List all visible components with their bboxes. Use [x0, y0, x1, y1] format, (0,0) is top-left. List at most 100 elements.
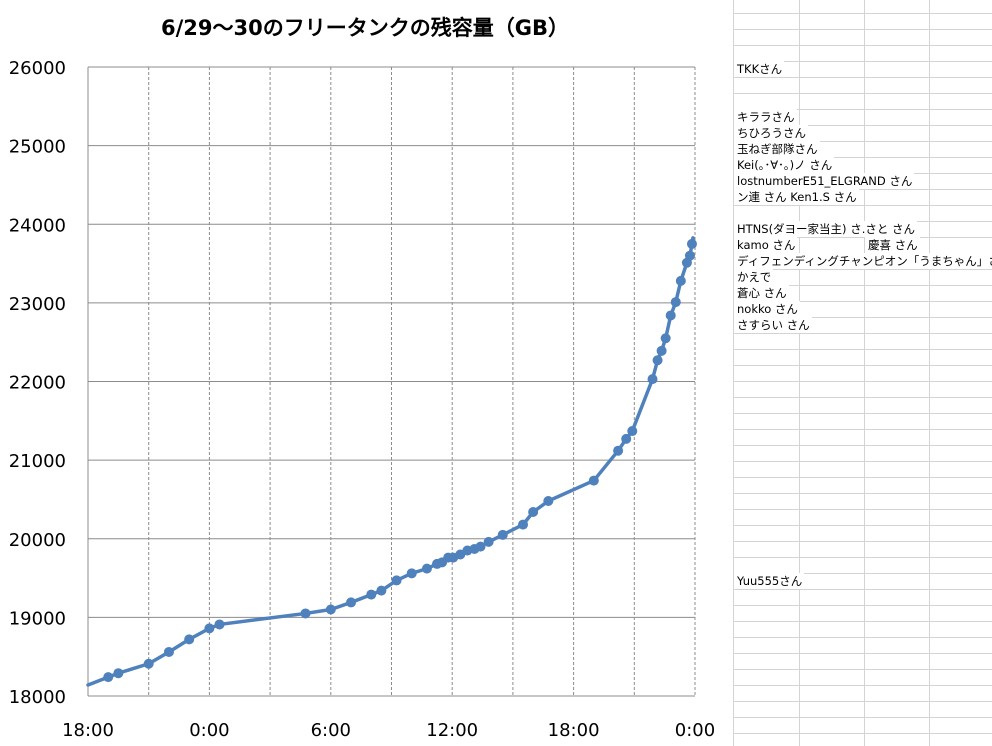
- data-point: [627, 426, 638, 437]
- row-divider: [734, 301, 992, 302]
- row-divider: [734, 541, 992, 542]
- y-tick-label: 19000: [9, 608, 66, 629]
- y-tick-label: 26000: [9, 58, 66, 79]
- data-point: [670, 297, 681, 308]
- data-point: [660, 333, 671, 344]
- column-divider: [864, 0, 865, 746]
- sheet-cell[interactable]: Yuu555さん: [734, 573, 805, 589]
- sheet-cell[interactable]: 慶喜 さん: [865, 237, 920, 253]
- data-point: [214, 619, 225, 630]
- row-divider: [734, 77, 992, 78]
- row-divider: [734, 317, 992, 318]
- sheet-cell[interactable]: kamo さん: [734, 237, 798, 253]
- data-point: [103, 672, 114, 683]
- data-point: [528, 507, 539, 518]
- data-point: [621, 433, 632, 444]
- row-divider: [734, 413, 992, 414]
- data-point: [391, 575, 402, 586]
- sheet-cell[interactable]: キララさん: [734, 109, 797, 125]
- row-divider: [734, 461, 992, 462]
- x-tick-label: 18:00: [548, 720, 600, 741]
- data-point: [184, 634, 195, 645]
- x-tick-label: 0:00: [189, 720, 229, 741]
- y-tick-label: 21000: [9, 451, 66, 472]
- row-divider: [734, 269, 992, 270]
- sheet-cell[interactable]: nokko さん: [734, 301, 800, 317]
- row-divider: [734, 333, 992, 334]
- row-divider: [734, 717, 992, 718]
- row-divider: [734, 205, 992, 206]
- data-point: [518, 519, 529, 530]
- data-point: [497, 529, 508, 540]
- row-divider: [734, 653, 992, 654]
- data-point: [656, 345, 667, 356]
- row-divider: [734, 349, 992, 350]
- y-tick-label: 18000: [9, 687, 66, 708]
- row-divider: [734, 701, 992, 702]
- data-point: [543, 496, 554, 507]
- data-point: [613, 445, 624, 456]
- data-point: [204, 623, 215, 634]
- y-tick-label: 24000: [9, 215, 66, 236]
- chart-title: 6/29～30のフリータンクの残容量（GB）: [161, 16, 569, 40]
- y-tick-label: 22000: [9, 373, 66, 394]
- row-divider: [734, 381, 992, 382]
- row-divider: [734, 13, 992, 14]
- row-divider: [734, 669, 992, 670]
- data-point: [406, 568, 417, 579]
- sheet-cell[interactable]: 玉ねぎ部隊さん: [734, 141, 820, 157]
- data-point: [346, 597, 357, 608]
- x-tick-label: 6:00: [311, 720, 351, 741]
- data-point: [325, 604, 336, 615]
- row-divider: [734, 157, 992, 158]
- sheet-cell[interactable]: Kei(｡･∀･｡)ノ さん: [734, 157, 835, 173]
- sheet-cell[interactable]: ン連 さん Ken1.S さん: [734, 189, 859, 205]
- y-tick-label: 23000: [9, 294, 66, 315]
- data-point: [366, 589, 377, 600]
- sheet-cell[interactable]: さすらい さん: [734, 317, 812, 333]
- row-divider: [734, 429, 992, 430]
- row-divider: [734, 589, 992, 590]
- row-divider: [734, 285, 992, 286]
- x-tick-label: 18:00: [62, 720, 114, 741]
- sheet-cell[interactable]: lostnumberE51_ELGRAND さん: [734, 173, 915, 189]
- sheet-cell[interactable]: かえで: [734, 269, 774, 285]
- column-divider: [929, 0, 930, 746]
- data-point: [483, 536, 494, 547]
- row-divider: [734, 45, 992, 46]
- sheet-cell[interactable]: ちひろうさん: [734, 125, 808, 141]
- data-point: [475, 541, 486, 552]
- column-divider: [799, 0, 800, 746]
- row-divider: [734, 605, 992, 606]
- data-point: [675, 275, 686, 286]
- y-tick-label: 25000: [9, 137, 66, 158]
- sheet-cell[interactable]: HTNS(ダヨー家当主) さ.さと さん: [734, 221, 918, 237]
- row-divider: [734, 125, 992, 126]
- row-divider: [734, 493, 992, 494]
- row-divider: [734, 685, 992, 686]
- row-divider: [734, 525, 992, 526]
- data-point: [665, 310, 676, 321]
- sheet-cell[interactable]: ディフェンディングチャンピオン「うまちゃん」さん: [734, 253, 992, 269]
- data-point: [376, 585, 387, 596]
- row-divider: [734, 397, 992, 398]
- data-point: [300, 608, 311, 619]
- row-divider: [734, 237, 992, 238]
- sheet-cell[interactable]: 蒼心 さん: [734, 285, 789, 301]
- data-point: [684, 250, 695, 261]
- row-divider: [734, 573, 992, 574]
- row-divider: [734, 445, 992, 446]
- row-divider: [734, 733, 992, 734]
- row-divider: [734, 109, 992, 110]
- y-tick-label: 20000: [9, 530, 66, 551]
- spreadsheet-panel: TKKさん キララさん ちひろうさん 玉ねぎ部隊さん Kei(｡･∀･｡)ノ さ…: [733, 0, 992, 746]
- sheet-cell[interactable]: TKKさん: [734, 61, 785, 77]
- plot-area: 18000 19000 20000 21000 22000 23000 24000 25000…: [9, 58, 715, 741]
- row-divider: [734, 61, 992, 62]
- row-divider: [734, 365, 992, 366]
- row-divider: [734, 477, 992, 478]
- row-divider: [734, 141, 992, 142]
- row-divider: [734, 93, 992, 94]
- data-point: [421, 563, 432, 574]
- x-tick-label: 0:00: [675, 720, 715, 741]
